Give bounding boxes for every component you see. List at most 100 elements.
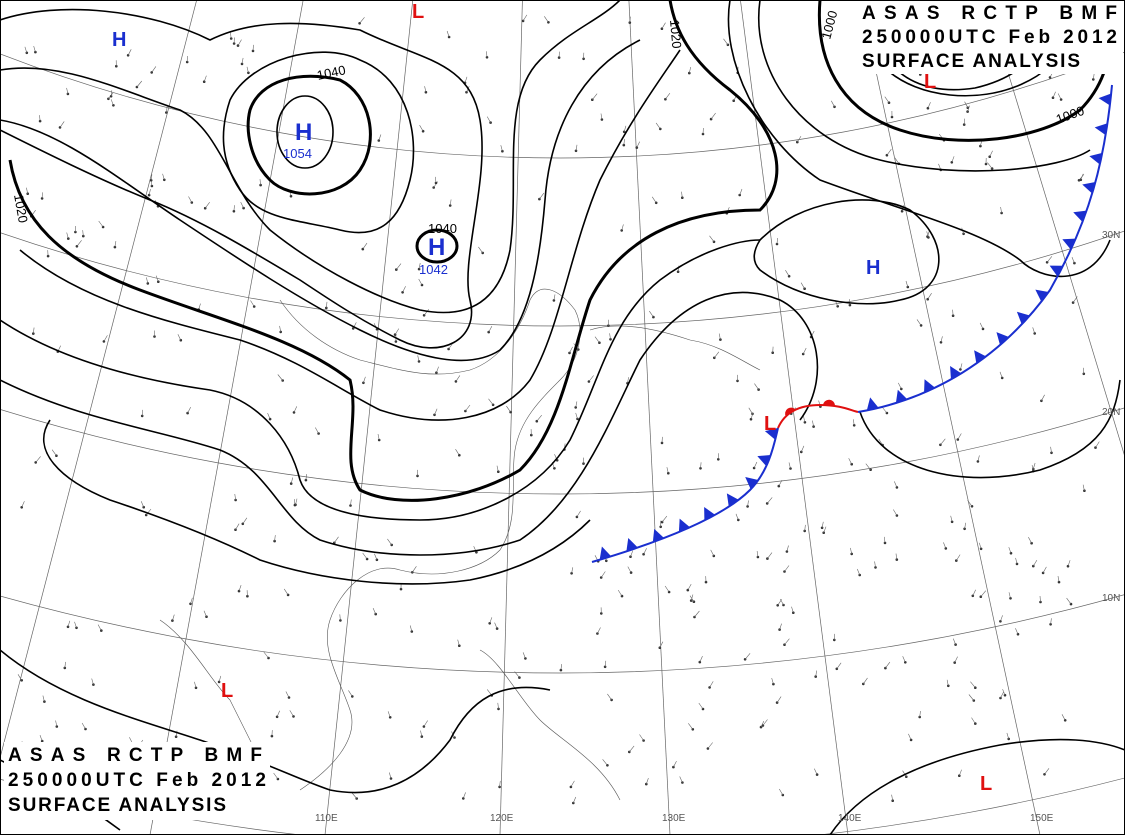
station-dot (574, 406, 577, 409)
station-barb (33, 46, 36, 53)
station-barb (150, 174, 153, 181)
station-barb (500, 145, 503, 152)
isobar (0, 0, 621, 314)
meridian (740, 0, 849, 835)
station-dot (447, 35, 451, 39)
station-barb (1061, 714, 1066, 721)
station-barb (885, 661, 891, 669)
station-barb (570, 780, 575, 788)
cold-front-triangle (652, 528, 665, 543)
station-barb (778, 479, 783, 487)
station-dot (424, 90, 428, 94)
station-barb (865, 463, 871, 470)
station-barb (664, 585, 670, 593)
station-barb (1041, 394, 1045, 401)
station-barb (378, 134, 382, 141)
meridian (0, 0, 198, 760)
station-barb (172, 614, 175, 621)
station-barb (362, 242, 368, 250)
station-barb (290, 477, 293, 484)
station-barb (514, 671, 520, 678)
cold-front-triangle (1098, 93, 1112, 106)
station-barb (423, 720, 428, 727)
station-barb (979, 542, 982, 549)
station-barb (891, 794, 893, 801)
station-barb (688, 723, 694, 730)
station-barb (957, 433, 962, 440)
station-barb (747, 500, 749, 507)
station-barb (1042, 566, 1047, 574)
station-barb (496, 465, 499, 472)
cold-front-triangle (1089, 152, 1103, 165)
station-barb (987, 162, 993, 169)
station-barb (274, 535, 276, 542)
longitude-label: 140E (838, 813, 862, 824)
station-barb (690, 594, 694, 601)
station-barb (418, 263, 421, 270)
station-barb (188, 196, 193, 203)
coastlines (159, 288, 761, 801)
station-barb (569, 346, 573, 354)
station-barb (1000, 615, 1003, 622)
station-barb (127, 49, 132, 56)
station-barb (963, 118, 965, 125)
station-barb (617, 589, 623, 597)
station-barb (351, 792, 357, 799)
station-barb (1039, 595, 1041, 603)
station-barb (374, 553, 378, 560)
station-barb (571, 567, 574, 574)
isobar (0, 39, 641, 362)
high-symbol: H (866, 257, 880, 279)
station-barb (902, 656, 906, 663)
station-barb (1057, 93, 1062, 100)
station-barb (886, 149, 892, 156)
station-barb (1082, 484, 1085, 491)
station-barb (162, 173, 165, 180)
station-barb (815, 670, 817, 677)
station-barb (762, 719, 768, 726)
graticule-labels: 30N 20N 10N 110E 120E 130E 140E 150E (315, 230, 1120, 824)
station-barb (435, 176, 437, 183)
station-barb (198, 303, 201, 310)
latitude-label: 30N (1102, 230, 1120, 241)
station-dot (719, 338, 722, 341)
station-barb (651, 196, 657, 203)
high-symbol: H (112, 29, 126, 51)
station-barb (694, 610, 700, 618)
cold-front-triangle (745, 477, 759, 490)
station-barb (710, 112, 716, 120)
cold-front-triangle (726, 493, 739, 507)
station-barb (971, 717, 976, 724)
station-dot (495, 627, 499, 630)
station-barb (643, 548, 647, 555)
station-barb (486, 116, 491, 123)
station-barb (486, 51, 488, 58)
station-dot (268, 417, 272, 421)
station-barb (771, 678, 774, 685)
station-barb (943, 542, 947, 549)
latitude-label: 20N (1102, 407, 1120, 418)
station-barb (739, 188, 743, 196)
station-dot (1049, 623, 1052, 626)
station-barb (588, 375, 594, 382)
station-barb (952, 309, 954, 316)
latitude-label: 10N (1102, 593, 1120, 604)
station-dot (279, 330, 283, 334)
station-barb (785, 270, 790, 277)
high-symbol: H (428, 234, 445, 261)
isobar-label: 1040 (428, 221, 457, 236)
station-barb (334, 536, 339, 543)
station-barb (630, 550, 634, 557)
station-barb (489, 617, 493, 624)
station-barb (259, 179, 261, 186)
station-barb (499, 780, 501, 787)
station-dot (900, 387, 903, 391)
station-dot (140, 414, 144, 418)
station-barb (698, 702, 704, 710)
station-barb (506, 405, 511, 413)
longitude-label: 120E (490, 813, 514, 824)
station-barb (463, 792, 466, 799)
isobar (829, 738, 1125, 835)
meridian (324, 0, 414, 835)
station-barb (350, 499, 352, 506)
